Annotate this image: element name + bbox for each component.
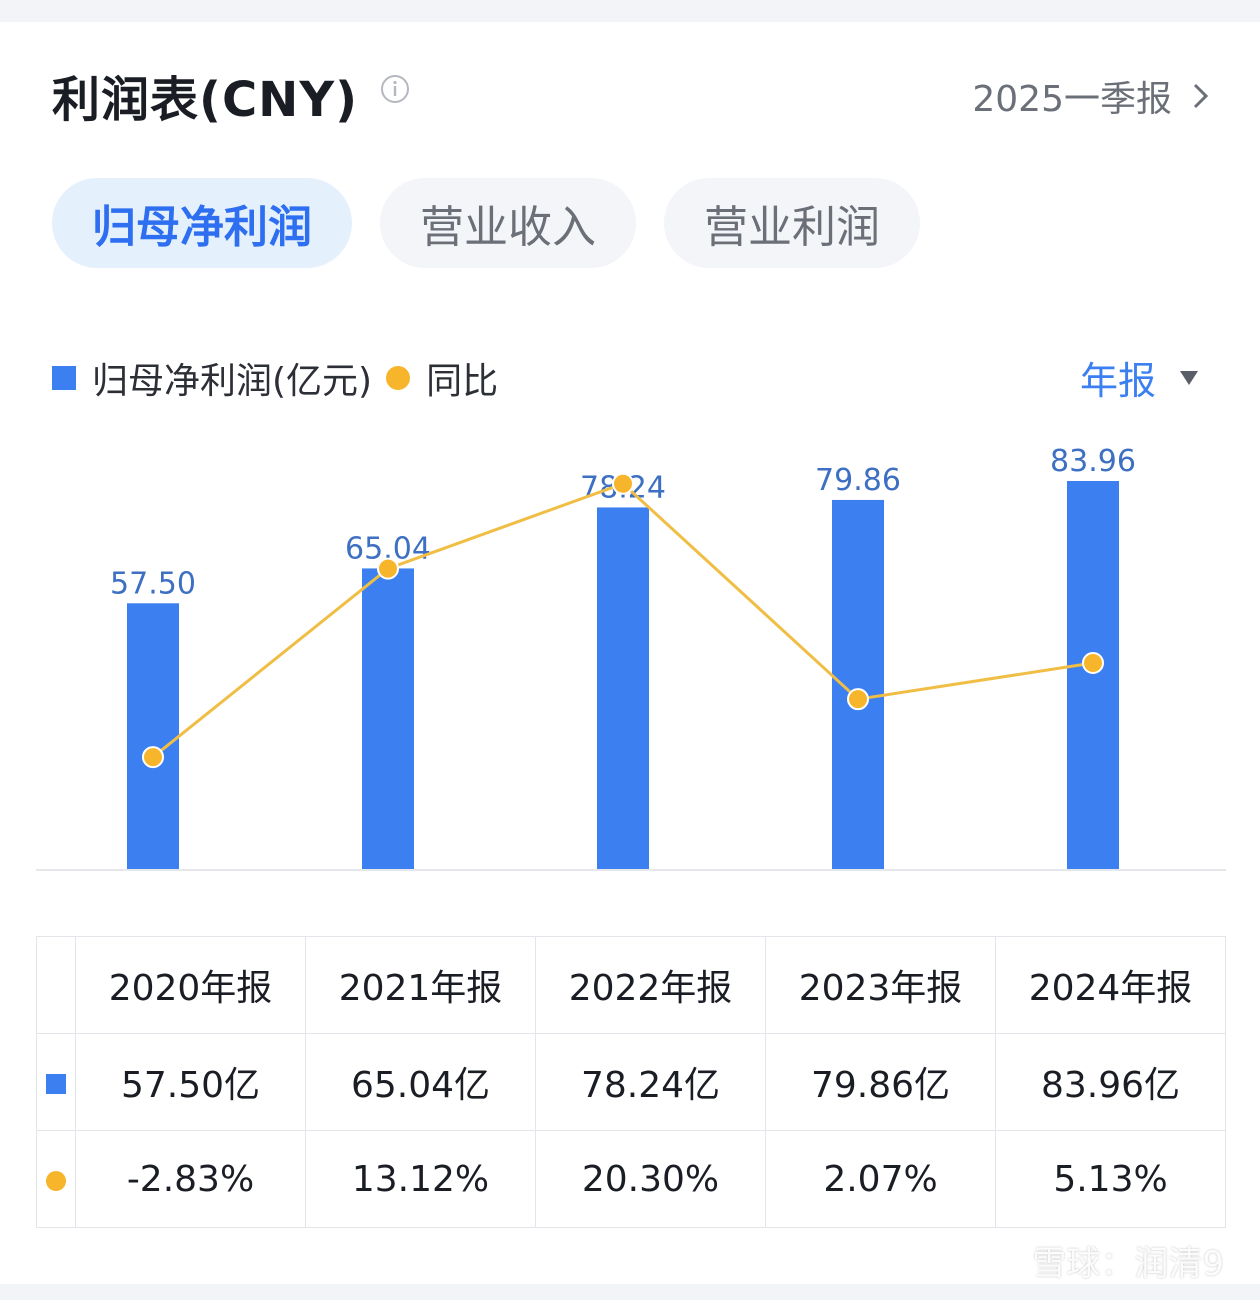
table-header-cell: 2020年报 [76, 937, 306, 1034]
table-value-cell: 83.96亿 [996, 1034, 1226, 1131]
table-row-growth: -2.83% 13.12% 20.30% 2.07% 5.13% [37, 1131, 1226, 1228]
report-period-label: 2025一季报 [972, 70, 1172, 122]
period-dropdown[interactable]: 年报 [1080, 350, 1200, 405]
table-growth-cell: 20.30% [536, 1131, 766, 1228]
table-header-cell: 2021年报 [306, 937, 536, 1034]
yoy-point[interactable] [1083, 653, 1103, 673]
table-header-cell: 2024年报 [996, 937, 1226, 1034]
table-growth-cell: 2.07% [766, 1131, 996, 1228]
watermark-text: 雪球：润清9 [1032, 1236, 1224, 1285]
tab-revenue[interactable]: 营业收入 [380, 178, 636, 268]
table-corner-cell [37, 937, 76, 1034]
caret-down-icon [1178, 369, 1200, 387]
table-header-cell: 2022年报 [536, 937, 766, 1034]
bar[interactable] [1067, 481, 1119, 869]
table-value-cell: 78.24亿 [536, 1034, 766, 1131]
yoy-point[interactable] [143, 747, 163, 767]
bar[interactable] [597, 507, 649, 869]
bar-legend-marker [52, 366, 76, 390]
period-dropdown-label: 年报 [1080, 350, 1156, 405]
xueqiu-logo-icon [982, 1241, 1022, 1281]
chart-legend: 归母净利润(亿元) 同比 [52, 352, 498, 404]
bar-marker-icon [46, 1074, 66, 1094]
line-legend-marker [386, 366, 410, 390]
yoy-point[interactable] [378, 559, 398, 579]
table-header-cell: 2023年报 [766, 937, 996, 1034]
table-value-cell: 57.50亿 [76, 1034, 306, 1131]
tab-net-profit[interactable]: 归母净利润 [52, 178, 352, 268]
table-row-values: 57.50亿 65.04亿 78.24亿 79.86亿 83.96亿 [37, 1034, 1226, 1131]
bar-value-label: 57.50 [110, 566, 196, 601]
table-value-cell: 65.04亿 [306, 1034, 536, 1131]
data-table: 2020年报 2021年报 2022年报 2023年报 2024年报 57.50… [36, 936, 1226, 1228]
table-growth-cell: 5.13% [996, 1131, 1226, 1228]
yoy-point[interactable] [848, 689, 868, 709]
bar[interactable] [362, 568, 414, 869]
value-row-marker [37, 1034, 76, 1131]
page-title: 利润表(CNY) [52, 60, 358, 130]
chevron-right-icon [1190, 81, 1212, 111]
growth-row-marker [37, 1131, 76, 1228]
table-growth-cell: -2.83% [76, 1131, 306, 1228]
bar-legend-label: 归母净利润(亿元) [92, 352, 372, 404]
tab-operating-profit[interactable]: 营业利润 [664, 178, 920, 268]
table-header-row: 2020年报 2021年报 2022年报 2023年报 2024年报 [37, 937, 1226, 1034]
watermark: 雪球：润清9 [982, 1236, 1224, 1285]
metric-tabs: 归母净利润 营业收入 营业利润 [52, 178, 920, 268]
yoy-point[interactable] [613, 474, 633, 494]
line-legend-label: 同比 [426, 352, 498, 404]
report-period-link[interactable]: 2025一季报 [972, 70, 1212, 122]
dot-marker-icon [46, 1171, 66, 1191]
bar[interactable] [127, 603, 179, 869]
bar-value-label: 83.96 [1050, 444, 1136, 479]
bar-value-label: 79.86 [815, 463, 901, 498]
table-growth-cell: 13.12% [306, 1131, 536, 1228]
info-icon[interactable] [380, 74, 410, 104]
table-value-cell: 79.86亿 [766, 1034, 996, 1131]
